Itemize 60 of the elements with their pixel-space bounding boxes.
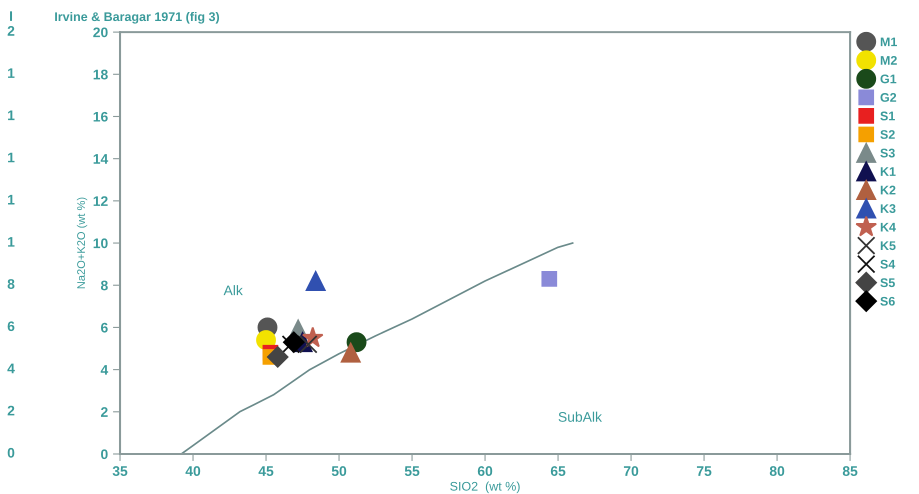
x-tick-label: 55 — [404, 466, 420, 476]
chart-title: Irvine & Baragar 1971 (fig 3) — [55, 12, 220, 24]
text: 2 — [8, 26, 14, 36]
legend-label: M2 — [880, 56, 897, 65]
text: 1 — [8, 194, 15, 204]
legend-label: K3 — [880, 204, 896, 214]
x-tick-label: 45 — [258, 466, 274, 476]
text: 1 — [8, 110, 15, 120]
text: I — [10, 11, 12, 21]
legend-label: S3 — [880, 148, 895, 158]
y-tick-label: 14 — [94, 154, 108, 164]
legend-label: S4 — [880, 260, 896, 269]
legend-label: K1 — [880, 167, 896, 176]
x-tick-label: 60 — [478, 466, 492, 476]
legend-label: S6 — [880, 296, 895, 306]
legend-label: G2 — [880, 93, 896, 102]
x-tick-label: 75 — [696, 466, 712, 476]
legend-label: G1 — [880, 74, 896, 84]
legend-label: K4 — [880, 222, 896, 232]
text: 8 — [8, 279, 14, 289]
point — [306, 271, 326, 291]
text: 1 — [8, 68, 15, 78]
x-tick-label: 65 — [550, 466, 566, 476]
text: 1 — [8, 237, 15, 247]
y-tick-label: 0 — [101, 449, 108, 460]
y-tick-label: 16 — [94, 112, 108, 122]
x-tick-label: 70 — [624, 466, 638, 476]
y-tick-label: 12 — [94, 196, 108, 206]
point — [283, 331, 304, 353]
y-tick-label: 10 — [94, 238, 108, 248]
legend-label: K2 — [880, 186, 896, 194]
legend-label: K5 — [880, 241, 896, 250]
y-axis-title: Na2O+K2O (wt %) — [76, 198, 88, 288]
x-tick-label: 40 — [186, 466, 200, 476]
text: 6 — [8, 321, 14, 332]
text: 4 — [7, 364, 15, 374]
point — [266, 346, 288, 368]
text: 1 — [8, 152, 15, 162]
y-tick-label: 20 — [93, 27, 108, 38]
legend-label: S5 — [880, 278, 895, 288]
legend-label: S2 — [880, 130, 895, 139]
x-axis-title: SIO2 (wt %) — [450, 482, 520, 494]
y-tick-label: 18 — [94, 70, 108, 80]
annotation: Alk — [224, 285, 243, 296]
point — [541, 271, 558, 287]
point — [299, 335, 318, 354]
x-tick-label: 80 — [770, 466, 784, 476]
y-tick-label: 2 — [100, 407, 108, 417]
y-tick-label: 8 — [100, 280, 108, 290]
x-tick-label: 50 — [332, 466, 346, 476]
x-tick-label: 35 — [112, 466, 128, 476]
y-tick-label: 4 — [100, 365, 108, 375]
x-tick-label: 85 — [842, 466, 858, 476]
annotation: SubAlk — [558, 412, 602, 422]
legend-label: M1 — [880, 38, 897, 46]
y-tick-label: 6 — [101, 322, 108, 333]
legend-label: S1 — [880, 112, 895, 120]
text: 0 — [8, 448, 14, 458]
text: 2 — [8, 406, 14, 416]
point — [340, 342, 361, 363]
